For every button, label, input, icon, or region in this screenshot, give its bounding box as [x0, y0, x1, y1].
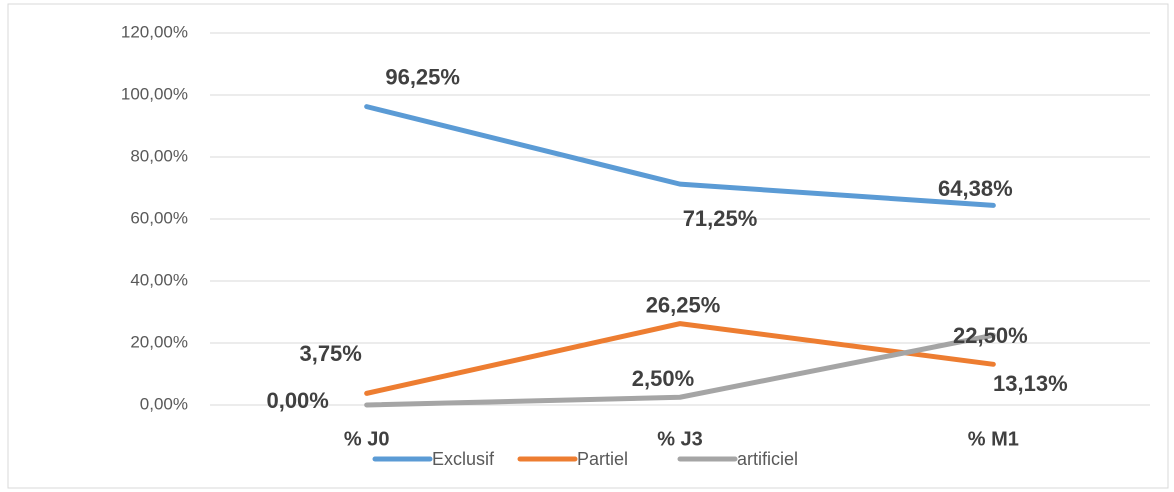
data-label: 96,25%: [385, 64, 460, 89]
x-tick-label: % J0: [344, 428, 390, 450]
x-tick-label: % J3: [657, 428, 703, 450]
y-tick-label: 80,00%: [130, 146, 188, 165]
data-label: 2,50%: [632, 366, 694, 391]
data-label: 71,25%: [683, 206, 758, 231]
chart-border: [7, 3, 1169, 489]
series-line: [364, 332, 996, 408]
x-tick-label: % M1: [968, 428, 1019, 450]
legend-label: Exclusif: [432, 449, 495, 469]
data-label: 26,25%: [646, 292, 721, 317]
y-tick-label: 0,00%: [140, 394, 188, 413]
data-label: 22,50%: [953, 323, 1028, 348]
y-tick-label: 60,00%: [130, 208, 188, 227]
data-label: 64,38%: [938, 176, 1013, 201]
legend-label: artificiel: [737, 449, 798, 469]
y-tick-label: 40,00%: [130, 270, 188, 289]
y-tick-label: 100,00%: [121, 84, 188, 103]
legend-label: Partiel: [577, 449, 628, 469]
series-line: [364, 104, 996, 208]
series-line: [364, 321, 996, 396]
data-label: 3,75%: [299, 341, 361, 366]
y-tick-label: 20,00%: [130, 332, 188, 351]
y-tick-label: 120,00%: [121, 22, 188, 41]
data-label: 13,13%: [993, 371, 1068, 396]
data-label: 0,00%: [266, 388, 328, 413]
